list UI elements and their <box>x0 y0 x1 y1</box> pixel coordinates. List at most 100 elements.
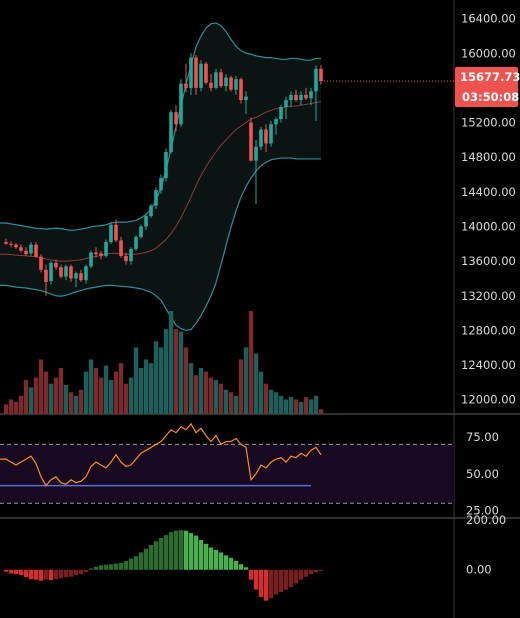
candle <box>234 75 238 95</box>
macd-bar <box>83 569 89 573</box>
price-axis[interactable]: 16400.0016000.0015600.0015200.0014800.00… <box>461 12 516 407</box>
volume-bar <box>38 359 44 414</box>
macd-bar <box>183 530 189 570</box>
macd-tick-label: 200.00 <box>466 513 506 527</box>
volume-bar <box>13 401 19 414</box>
volume-bar <box>173 329 179 414</box>
macd-bar <box>178 530 184 570</box>
candle-body <box>94 252 98 255</box>
rsi-tick-label: 25.00 <box>466 504 499 518</box>
candle <box>89 250 93 269</box>
candle <box>239 77 243 104</box>
candle-body <box>154 190 158 206</box>
volume-bar <box>93 367 99 414</box>
candle-body <box>259 129 263 147</box>
macd-bar <box>243 567 249 570</box>
volume-bar <box>148 363 154 414</box>
candle <box>39 254 43 273</box>
volume-bar <box>208 377 214 414</box>
candle-body <box>9 243 13 245</box>
candle-body <box>64 266 68 277</box>
candle-body <box>294 94 298 101</box>
candle <box>24 247 28 256</box>
candle <box>219 68 223 88</box>
rsi-band <box>0 444 454 504</box>
macd-bar <box>73 569 79 576</box>
macd-bar <box>38 569 44 581</box>
volume-bar <box>293 399 299 414</box>
macd-bar <box>3 569 9 572</box>
candle <box>74 271 78 288</box>
volume-bar <box>198 367 204 414</box>
candle <box>114 219 118 243</box>
macd-bar <box>138 552 144 570</box>
macd-bar <box>133 556 139 570</box>
candle-body <box>84 266 88 281</box>
candle <box>184 63 188 93</box>
candle-body <box>219 72 223 87</box>
candle-body <box>224 77 228 87</box>
candle-body <box>239 79 243 101</box>
macd-bar <box>188 533 194 570</box>
rsi-tick-label: 50.00 <box>466 467 499 481</box>
volume-bar <box>263 383 269 414</box>
macd-bar <box>18 569 24 576</box>
candle <box>139 224 143 239</box>
last-price-label: 15677.73 <box>460 70 520 84</box>
volume-bar <box>213 380 219 414</box>
macd-bar <box>223 555 229 570</box>
candle-body <box>4 242 8 244</box>
macd-bar <box>78 569 84 575</box>
candle-body <box>54 262 58 268</box>
macd-bar <box>128 558 134 570</box>
candle-body <box>184 83 188 88</box>
macd-bar <box>288 569 294 588</box>
candle-body <box>319 68 323 82</box>
macd-bar <box>218 552 224 570</box>
macd-bar <box>268 569 274 599</box>
candle-body <box>279 106 283 120</box>
macd-bar <box>263 569 269 601</box>
macd-bar <box>93 566 99 570</box>
candlestick-series <box>4 53 454 296</box>
volume-bar <box>288 397 294 414</box>
candle-body <box>299 94 303 101</box>
macd-bar <box>63 569 69 578</box>
rsi-tick-label: 75.00 <box>466 430 499 444</box>
candle <box>204 61 208 85</box>
volume-bar <box>123 383 129 414</box>
candle <box>214 68 218 90</box>
candle-body <box>39 256 43 270</box>
volume-bar <box>88 359 94 414</box>
macd-bar <box>278 569 284 593</box>
candle <box>254 139 258 204</box>
candle-body <box>74 273 78 279</box>
candle <box>279 105 283 123</box>
volume-bar <box>318 409 324 414</box>
price-tick-label: 16000.00 <box>461 46 516 60</box>
candle-body <box>164 152 168 178</box>
candle-body <box>314 68 318 92</box>
candle-body <box>89 252 93 267</box>
candle-body <box>174 112 178 125</box>
volume-bar <box>113 371 119 414</box>
candle-body <box>264 129 268 144</box>
volume-bar <box>28 387 34 414</box>
volume-bar <box>228 392 234 414</box>
candle-body <box>274 119 278 125</box>
candle-body <box>34 244 38 257</box>
candle-body <box>114 224 118 241</box>
volume-bar <box>313 395 319 414</box>
volume-bar <box>73 395 79 414</box>
macd-bar <box>228 557 234 570</box>
price-tick-label: 14800.00 <box>461 150 516 164</box>
macd-bar <box>118 562 124 570</box>
countdown-label: 03:50:08 <box>462 90 519 104</box>
macd-bar <box>283 569 289 590</box>
volume-bar <box>118 363 124 414</box>
volume-bar <box>133 347 139 414</box>
candle <box>124 252 128 265</box>
candle <box>224 74 228 92</box>
